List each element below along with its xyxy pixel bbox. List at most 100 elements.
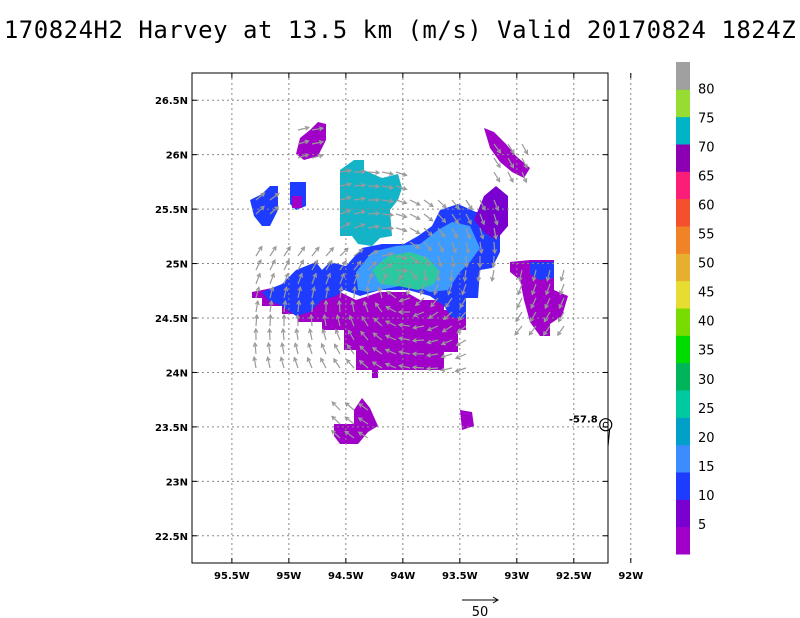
wind-vector xyxy=(521,143,528,154)
wind-vector xyxy=(280,357,285,369)
wind-vector-head xyxy=(298,272,304,278)
wind-vector-head xyxy=(389,225,395,231)
wind-vector xyxy=(544,297,551,309)
wind-vector-head xyxy=(299,259,304,265)
wind-vector xyxy=(339,247,349,257)
wind-vector xyxy=(335,329,341,341)
wind-vector-head xyxy=(343,247,349,253)
wind-vector xyxy=(521,157,528,169)
wind-vector-head xyxy=(398,363,404,369)
wind-vector xyxy=(437,227,445,238)
wind-vector xyxy=(358,403,369,411)
wind-vector xyxy=(269,287,274,299)
wind-vector xyxy=(441,339,453,345)
wind-vector xyxy=(443,311,453,320)
wind-vector-head xyxy=(557,317,563,323)
wind-vector-head xyxy=(454,204,460,210)
wind-vector-head xyxy=(282,299,288,306)
wind-vector-head xyxy=(495,177,501,183)
lon-tick-label: 93.5W xyxy=(442,571,478,582)
wind-vector-head xyxy=(281,313,287,319)
wind-vector xyxy=(283,287,288,299)
wind-vector-head xyxy=(462,276,468,283)
map-grid xyxy=(192,73,632,563)
wind-vector xyxy=(399,337,411,341)
lon-tick-label: 95.5W xyxy=(214,571,250,582)
wind-vector xyxy=(381,185,393,189)
wind-vector-head xyxy=(440,367,446,373)
wind-vector-head xyxy=(545,290,550,296)
wind-vector-head xyxy=(265,356,271,362)
wind-vector xyxy=(311,154,323,159)
colorbar-label: 15 xyxy=(698,460,715,475)
wind-vector-head xyxy=(346,195,352,201)
wind-vector-head xyxy=(494,206,500,212)
wind-vector xyxy=(543,325,551,336)
wind-vector xyxy=(451,199,460,209)
wind-vector xyxy=(297,300,300,313)
wind-vector-head xyxy=(411,338,417,343)
wind-vector xyxy=(281,343,285,355)
wind-vector xyxy=(269,206,279,215)
wind-vector-head xyxy=(280,327,286,333)
wind-vector xyxy=(321,343,327,355)
colorbar-label: 50 xyxy=(698,257,715,272)
wind-vector-head xyxy=(361,315,366,321)
lat-tick-label: 24N xyxy=(166,368,188,379)
wind-vector-head xyxy=(439,247,444,253)
wind-vector-head xyxy=(283,286,289,292)
wind-vector-head xyxy=(441,328,447,333)
wind-vector xyxy=(282,328,285,341)
wind-vector xyxy=(395,185,407,190)
wind-vector-head xyxy=(388,184,395,190)
wind-vector-head xyxy=(357,417,363,422)
wind-vector xyxy=(347,344,355,355)
wind-vector-head xyxy=(359,345,365,351)
storm-center-marker: -57.8 xyxy=(569,415,613,447)
wind-vector-head xyxy=(338,285,344,292)
wind-vector xyxy=(339,260,347,271)
wind-vector-head xyxy=(357,431,363,436)
wind-vector xyxy=(441,367,453,371)
wind-vector xyxy=(493,213,498,225)
wind-vector-head xyxy=(254,313,260,319)
wind-vector xyxy=(322,329,327,341)
wind-vector xyxy=(339,169,351,173)
wind-vector-head xyxy=(426,326,432,332)
wind-vector xyxy=(427,325,439,331)
wind-vector-head xyxy=(344,402,350,407)
wind-vector-head xyxy=(293,356,298,362)
wind-vector xyxy=(367,225,379,229)
axis-ticks: 95.5W 95W 94.5W 94W 93.5W 93W 92.5W 92W 26.5N 26N… xyxy=(155,73,643,582)
wind-vector-head xyxy=(415,201,421,206)
wind-vector xyxy=(351,301,355,313)
wind-vector xyxy=(311,287,315,299)
wind-vector xyxy=(311,300,314,313)
wind-vector xyxy=(516,297,523,309)
wind-vector xyxy=(385,334,397,341)
wind-vector-head xyxy=(427,246,433,252)
wind-vector xyxy=(399,364,411,369)
wind-vector xyxy=(253,357,257,369)
wind-vector xyxy=(283,301,286,313)
wind-vector-head xyxy=(346,209,352,214)
wind-vector xyxy=(293,357,299,369)
wind-vector xyxy=(465,241,470,253)
wind-vector xyxy=(412,339,425,342)
wind-vector-head xyxy=(255,286,261,292)
wind-vector-head xyxy=(465,248,471,254)
wind-vector xyxy=(492,255,495,268)
wind-speed-region xyxy=(292,196,302,208)
wind-vector-head xyxy=(454,354,460,360)
wind-vector xyxy=(367,212,380,215)
wind-vector xyxy=(385,349,397,355)
map-title: 170824H2 Harvey at 13.5 km (m/s) Valid 2… xyxy=(3,16,797,44)
wind-vector-head xyxy=(515,317,520,323)
lon-tick-label: 92.5W xyxy=(556,571,592,582)
wind-vector-head xyxy=(333,357,338,363)
wind-vector xyxy=(385,320,397,327)
wind-vector-head xyxy=(476,276,482,283)
wind-vector-head xyxy=(428,216,434,222)
wind-vector xyxy=(493,241,496,254)
wind-vector-head xyxy=(478,248,484,255)
